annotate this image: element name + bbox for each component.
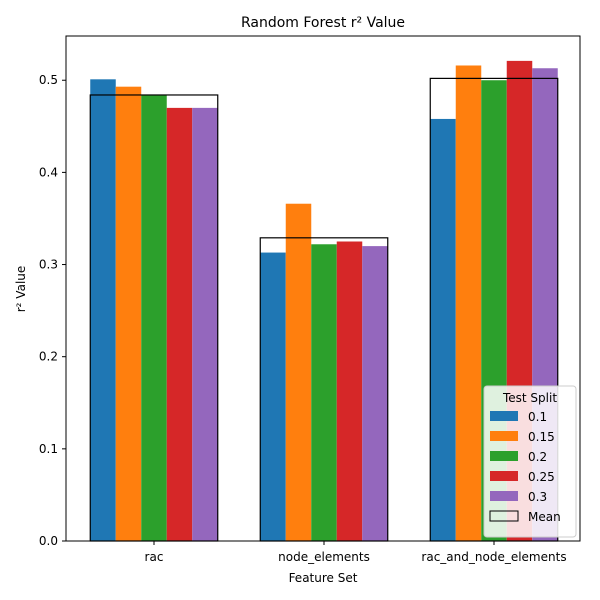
legend-label-0.25: 0.25 xyxy=(528,470,555,484)
y-tick-label-0.3: 0.3 xyxy=(39,258,58,272)
bar-rac_and_node_elements-0.1 xyxy=(430,118,456,541)
legend-swatch-0.2 xyxy=(490,451,518,461)
bar-rac_and_node_elements-0.15 xyxy=(455,65,482,542)
y-tick-label-0.1: 0.1 xyxy=(39,442,58,456)
plot-frame xyxy=(65,35,581,542)
x-axis-label: Feature Set xyxy=(289,571,358,585)
y-tick-label-0.5: 0.5 xyxy=(39,73,58,87)
bar-rac-0.15 xyxy=(115,86,142,542)
legend-swatch-0.15 xyxy=(490,431,518,441)
bar-rac-0.3 xyxy=(192,107,218,541)
x-tick-label-rac_and_node_elements: rac_and_node_elements xyxy=(421,550,566,564)
axes-group: rac node_elements rac_and_node_elements 0.0… xyxy=(39,35,581,564)
y-tick-label-0.2: 0.2 xyxy=(39,350,58,364)
legend-label-0.15: 0.15 xyxy=(528,430,555,444)
x-tick-label-node_elements: node_elements xyxy=(278,550,370,564)
bar-node_elements-0.3 xyxy=(362,246,388,542)
legend-label-0.2: 0.2 xyxy=(528,450,547,464)
x-tick-label-rac: rac xyxy=(145,550,164,564)
legend-swatch-mean xyxy=(489,510,519,522)
legend: Test Split 0.1 0.15 0.2 0.25 0.3 Mean xyxy=(483,385,577,538)
bar-node_elements-0.1 xyxy=(260,252,286,541)
legend-title: Test Split xyxy=(502,391,557,405)
y-tick-label-0.0: 0.0 xyxy=(39,534,58,548)
y-axis-label: r² Value xyxy=(14,266,28,313)
bar-rac-0.2 xyxy=(141,94,167,541)
legend-label-0.3: 0.3 xyxy=(528,490,547,504)
legend-swatch-0.25 xyxy=(490,471,518,481)
y-tick-label-0.4: 0.4 xyxy=(39,165,58,179)
bar-rac-0.1 xyxy=(90,79,116,541)
bar-node_elements-0.25 xyxy=(336,241,363,541)
legend-label-0.1: 0.1 xyxy=(528,410,547,424)
chart-title: Random Forest r² Value xyxy=(241,15,405,31)
bar-node_elements-0.2 xyxy=(311,244,337,541)
bar-node_elements-0.15 xyxy=(285,203,312,541)
legend-swatch-0.3 xyxy=(490,491,518,501)
legend-label-mean: Mean xyxy=(528,510,561,524)
bar-rac-0.25 xyxy=(166,107,193,541)
legend-swatch-0.1 xyxy=(490,411,518,421)
